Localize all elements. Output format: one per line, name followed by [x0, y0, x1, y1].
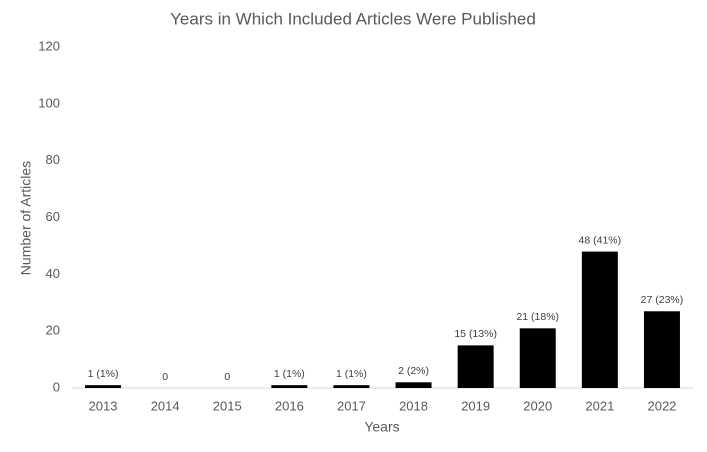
bar [519, 328, 556, 388]
y-tick-label: 0 [53, 379, 60, 394]
x-tick-label: 2021 [585, 398, 614, 413]
bar [457, 345, 494, 388]
x-tick-label: 2015 [213, 398, 242, 413]
value-label: 1 (1%) [274, 368, 305, 380]
x-tick-label: 2019 [461, 398, 490, 413]
x-tick-label: 2022 [647, 398, 676, 413]
y-tick-label: 100 [38, 95, 60, 110]
x-tick-label: 2013 [89, 398, 118, 413]
x-tick-label: 2018 [399, 398, 428, 413]
value-label: 21 (18%) [516, 311, 559, 323]
x-tick-label: 2014 [151, 398, 180, 413]
x-tick-label: 2020 [523, 398, 552, 413]
x-tick-label: 2017 [337, 398, 366, 413]
value-label: 0 [224, 371, 230, 383]
value-label: 48 (41%) [579, 234, 622, 246]
y-tick-label: 60 [46, 209, 60, 224]
y-tick-label: 80 [46, 152, 60, 167]
bar [271, 385, 308, 388]
x-tick-label: 2016 [275, 398, 304, 413]
bar [85, 385, 122, 388]
bar [395, 382, 432, 388]
bar [581, 251, 618, 388]
x-axis-title: Years [364, 419, 399, 435]
value-label: 1 (1%) [336, 368, 367, 380]
bar [643, 311, 680, 388]
value-label: 27 (23%) [641, 294, 684, 306]
value-label: 15 (13%) [454, 328, 497, 340]
value-label: 2 (2%) [398, 365, 429, 377]
y-tick-label: 40 [46, 266, 60, 281]
value-label: 1 (1%) [88, 368, 119, 380]
value-label: 0 [162, 371, 168, 383]
bar [333, 385, 370, 388]
y-axis-title: Number of Articles [18, 161, 34, 275]
y-tick-label: 120 [38, 38, 60, 53]
y-tick-label: 20 [46, 323, 60, 338]
chart-title: Years in Which Included Articles Were Pu… [170, 9, 536, 28]
